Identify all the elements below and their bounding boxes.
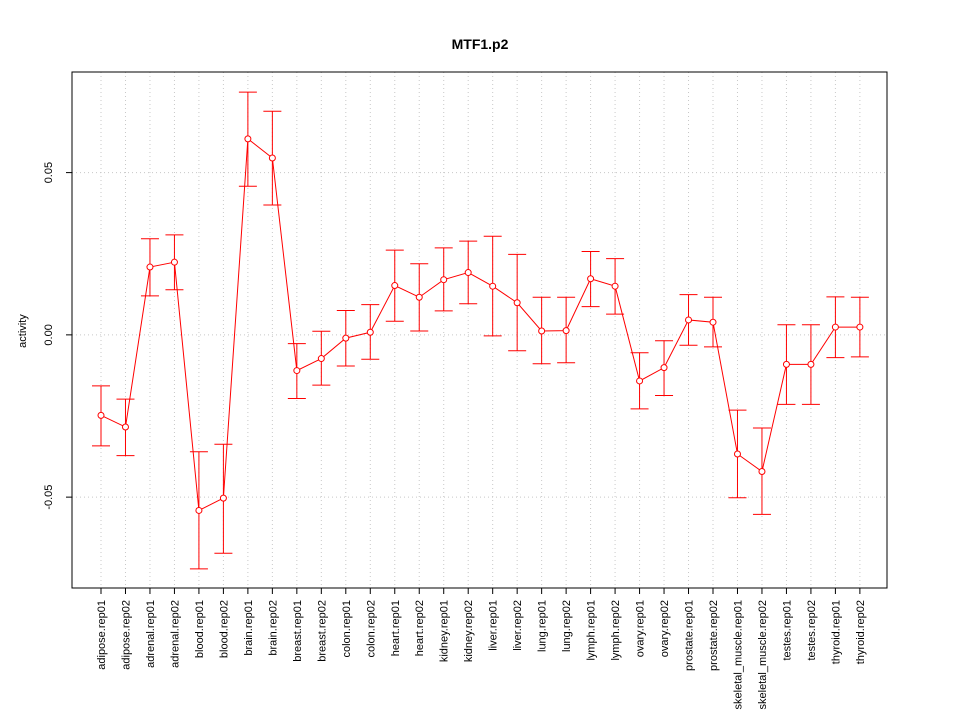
x-tick-label: adipose.rep01 — [96, 600, 108, 670]
data-point — [317, 355, 325, 363]
x-tick-label: skeletal_muscle.rep02 — [757, 600, 769, 709]
series — [92, 91, 869, 570]
data-point — [733, 450, 741, 458]
x-tick-label: colon.rep01 — [341, 600, 353, 658]
data-point — [293, 367, 301, 375]
x-tick-label: lung.rep01 — [537, 600, 549, 652]
data-point — [807, 360, 815, 368]
x-tick-label: adrenal.rep01 — [145, 600, 157, 668]
data-point — [587, 275, 595, 283]
x-tick-label: lymph.rep01 — [586, 600, 598, 661]
x-tick-label: prostate.rep02 — [708, 600, 720, 671]
data-point — [489, 282, 497, 290]
x-tick-label: breast.rep01 — [292, 600, 304, 662]
data-point — [709, 318, 717, 326]
x-tick-label: adipose.rep02 — [120, 600, 132, 670]
x-tick-label: kidney.rep02 — [463, 600, 475, 662]
series-line — [100, 137, 860, 512]
data-point — [685, 316, 693, 324]
y-tick-label: 0.00 — [43, 324, 55, 345]
data-point — [268, 154, 276, 162]
x-tick-label: thyroid.rep01 — [830, 600, 842, 664]
data-point — [146, 263, 154, 271]
x-tick-label: testes.rep01 — [781, 600, 793, 661]
x-tick-label: ovary.rep02 — [659, 600, 671, 657]
data-point — [219, 494, 227, 502]
data-point — [538, 327, 546, 335]
x-tick-label: breast.rep02 — [316, 600, 328, 662]
x-tick-label: lymph.rep02 — [610, 600, 622, 661]
y-tick-label: -0.05 — [43, 485, 55, 510]
axes: -0.05 0.00 0.05 adipose.rep01 adipose.rep02 a… — [43, 162, 867, 710]
x-tick-label: skeletal_muscle.rep01 — [732, 600, 744, 709]
x-tick-label: ovary.rep01 — [635, 600, 647, 657]
x-tick-label: brain.rep01 — [243, 600, 255, 656]
data-point — [195, 506, 203, 514]
chart-title: MTF1.p2 — [452, 36, 509, 52]
x-tick-label: liver.rep02 — [512, 600, 524, 651]
x-tick-label: brain.rep02 — [267, 600, 279, 656]
data-point — [170, 258, 178, 266]
data-point — [415, 293, 423, 301]
data-point — [97, 411, 105, 419]
data-point — [513, 299, 521, 307]
x-tick-label: blood.rep02 — [218, 600, 230, 658]
x-tick-label: blood.rep01 — [194, 600, 206, 658]
data-point — [758, 467, 766, 475]
x-tick-label: thyroid.rep02 — [855, 600, 867, 664]
x-tick-label: heart.rep01 — [390, 600, 402, 656]
data-point — [636, 377, 644, 385]
x-tick-label: adrenal.rep02 — [169, 600, 181, 668]
grid — [72, 72, 887, 588]
y-tick-label: 0.05 — [43, 162, 55, 183]
plot-frame — [71, 71, 888, 589]
data-point — [391, 282, 399, 290]
data-point — [244, 135, 252, 143]
x-tick-label: prostate.rep01 — [684, 600, 696, 671]
data-point — [831, 323, 839, 331]
data-point — [440, 276, 448, 284]
data-point — [121, 423, 129, 431]
x-tick-label: lung.rep02 — [561, 600, 573, 652]
x-tick-label: colon.rep02 — [365, 600, 377, 658]
data-point — [782, 360, 790, 368]
y-axis-label: activity — [17, 314, 29, 348]
data-point — [366, 328, 374, 336]
x-tick-label: testes.rep02 — [806, 600, 818, 661]
data-point — [342, 334, 350, 342]
data-point — [562, 327, 570, 335]
data-point — [660, 364, 668, 372]
data-point — [611, 282, 619, 290]
data-point — [464, 269, 472, 277]
data-point — [856, 323, 864, 331]
x-tick-label: heart.rep02 — [414, 600, 426, 656]
x-tick-label: kidney.rep01 — [439, 600, 451, 662]
x-tick-label: liver.rep01 — [488, 600, 500, 651]
